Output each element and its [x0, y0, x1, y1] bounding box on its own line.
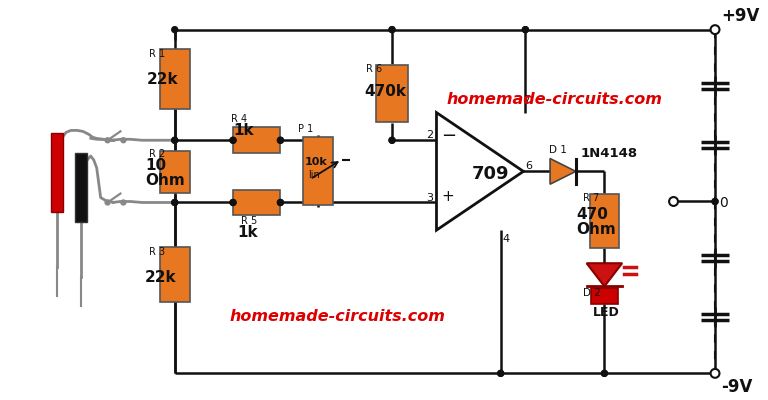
- Circle shape: [389, 27, 395, 32]
- Polygon shape: [436, 113, 524, 230]
- Polygon shape: [550, 158, 576, 184]
- Text: R 2: R 2: [149, 149, 165, 159]
- Text: R 7: R 7: [583, 193, 599, 203]
- Circle shape: [105, 138, 110, 143]
- Bar: [376, 65, 408, 122]
- Text: D 2: D 2: [583, 288, 601, 298]
- Text: 470k: 470k: [364, 84, 406, 99]
- Text: P 1: P 1: [298, 124, 313, 134]
- Circle shape: [277, 137, 283, 143]
- Circle shape: [712, 198, 718, 204]
- Text: 10: 10: [145, 158, 166, 173]
- Circle shape: [172, 200, 177, 206]
- Text: LED: LED: [593, 306, 619, 319]
- Bar: [75, 153, 87, 222]
- Circle shape: [277, 137, 283, 143]
- Circle shape: [277, 200, 283, 206]
- Bar: [160, 151, 190, 193]
- Text: Ohm: Ohm: [577, 222, 617, 236]
- Text: R 3: R 3: [149, 247, 165, 257]
- Circle shape: [230, 200, 236, 206]
- Bar: [233, 128, 280, 153]
- Text: 3: 3: [426, 192, 434, 202]
- Circle shape: [498, 370, 504, 376]
- Text: 1k: 1k: [233, 123, 253, 138]
- Circle shape: [712, 198, 718, 204]
- Circle shape: [172, 137, 177, 143]
- Text: 709: 709: [472, 165, 509, 183]
- Circle shape: [230, 137, 236, 143]
- Circle shape: [710, 25, 720, 34]
- Circle shape: [522, 27, 528, 32]
- Text: 1N4148: 1N4148: [581, 146, 637, 160]
- Circle shape: [172, 137, 177, 143]
- Text: 7: 7: [524, 95, 531, 105]
- Text: 10k: 10k: [305, 158, 328, 168]
- Circle shape: [230, 137, 236, 143]
- Text: R 4: R 4: [231, 114, 247, 124]
- Circle shape: [105, 200, 110, 205]
- Circle shape: [389, 137, 395, 143]
- Text: 2: 2: [426, 130, 434, 140]
- Bar: [160, 248, 190, 302]
- Circle shape: [277, 200, 283, 206]
- Text: +: +: [442, 188, 454, 204]
- Text: 22k: 22k: [145, 270, 177, 286]
- Text: D 1: D 1: [549, 145, 567, 155]
- Circle shape: [669, 197, 678, 206]
- Circle shape: [121, 200, 126, 205]
- Bar: [590, 194, 619, 248]
- Circle shape: [121, 138, 126, 143]
- Bar: [160, 49, 190, 109]
- Circle shape: [601, 370, 607, 376]
- Circle shape: [172, 200, 177, 206]
- Text: lin: lin: [308, 170, 319, 180]
- Circle shape: [230, 200, 236, 206]
- Circle shape: [710, 369, 720, 378]
- Circle shape: [172, 27, 177, 32]
- Bar: [51, 133, 63, 212]
- Circle shape: [601, 370, 607, 376]
- Bar: [591, 288, 618, 304]
- Text: 22k: 22k: [147, 72, 179, 87]
- Polygon shape: [587, 263, 622, 286]
- Text: -9V: -9V: [721, 378, 753, 396]
- Text: 1k: 1k: [237, 225, 257, 240]
- Text: R 6: R 6: [366, 64, 382, 74]
- Text: Ohm: Ohm: [145, 173, 185, 188]
- Text: 0: 0: [719, 196, 728, 210]
- Circle shape: [389, 137, 395, 143]
- Circle shape: [522, 27, 528, 32]
- Text: 6: 6: [525, 161, 532, 171]
- Text: 4: 4: [503, 234, 510, 244]
- Text: −: −: [442, 127, 456, 145]
- Text: homemade-circuits.com: homemade-circuits.com: [446, 92, 662, 107]
- Text: 470: 470: [577, 207, 608, 222]
- Text: +9V: +9V: [721, 7, 760, 25]
- Text: R 5: R 5: [241, 216, 257, 226]
- Text: R 1: R 1: [149, 49, 165, 59]
- Bar: [233, 190, 280, 215]
- Bar: [303, 137, 333, 206]
- Circle shape: [389, 27, 395, 32]
- Circle shape: [498, 370, 504, 376]
- Text: homemade-circuits.com: homemade-circuits.com: [229, 309, 445, 324]
